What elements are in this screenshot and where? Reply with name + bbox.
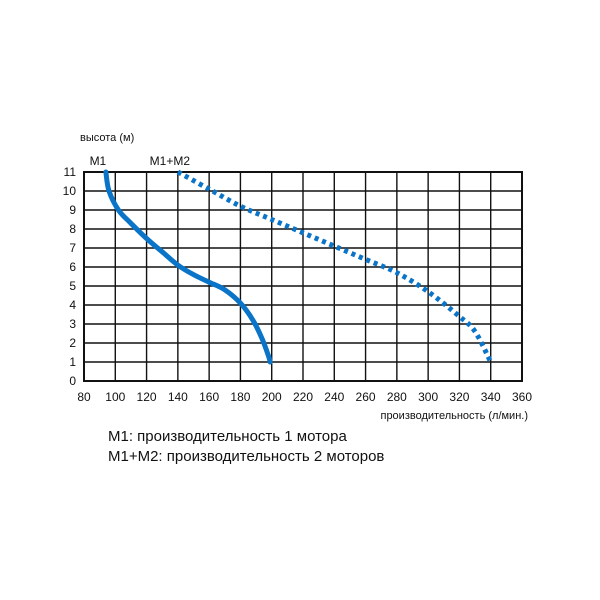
y-tick-label: 4 — [69, 298, 76, 312]
y-tick-label: 2 — [69, 336, 76, 350]
x-tick-label: 160 — [199, 390, 219, 404]
y-tick-label: 11 — [64, 165, 77, 179]
plot-frame — [83, 171, 523, 382]
y-tick-label: 3 — [69, 317, 76, 331]
legend-note-m1: M1: производительность 1 мотора — [108, 428, 347, 445]
x-tick-label: 300 — [418, 390, 438, 404]
y-axis-label: высота (м) — [80, 132, 134, 144]
x-tick-label: 360 — [512, 390, 532, 404]
x-tick-label: 80 — [77, 390, 91, 404]
y-tick-label: 6 — [69, 260, 76, 274]
y-tick-label: 5 — [69, 279, 76, 293]
series-line-m1 — [103, 169, 273, 365]
x-tick-label: 140 — [168, 390, 188, 404]
x-tick-label: 220 — [293, 390, 313, 404]
series-label-m1: M1 — [90, 154, 107, 168]
y-tick-label: 0 — [69, 374, 76, 388]
x-tick-label: 120 — [137, 390, 157, 404]
x-tick-label: 180 — [230, 390, 250, 404]
x-tick-label: 200 — [262, 390, 282, 404]
legend-note-m1-m2: M1+M2: производительность 2 моторов — [108, 448, 385, 465]
y-tick-label: 10 — [63, 184, 77, 198]
x-axis-label: производительность (л/мин.) — [380, 410, 528, 422]
x-tick-label: 240 — [324, 390, 344, 404]
x-tick-label: 100 — [105, 390, 125, 404]
x-tick-label: 320 — [449, 390, 469, 404]
series-label-m1-m2: M1+M2 — [150, 154, 191, 168]
y-tick-label: 9 — [69, 203, 76, 217]
y-tick-label: 8 — [69, 222, 76, 236]
y-tick-label: 7 — [69, 241, 76, 255]
x-tick-label: 260 — [356, 390, 376, 404]
x-tick-label: 280 — [387, 390, 407, 404]
y-tick-label: 1 — [69, 355, 76, 369]
x-tick-label: 340 — [481, 390, 501, 404]
